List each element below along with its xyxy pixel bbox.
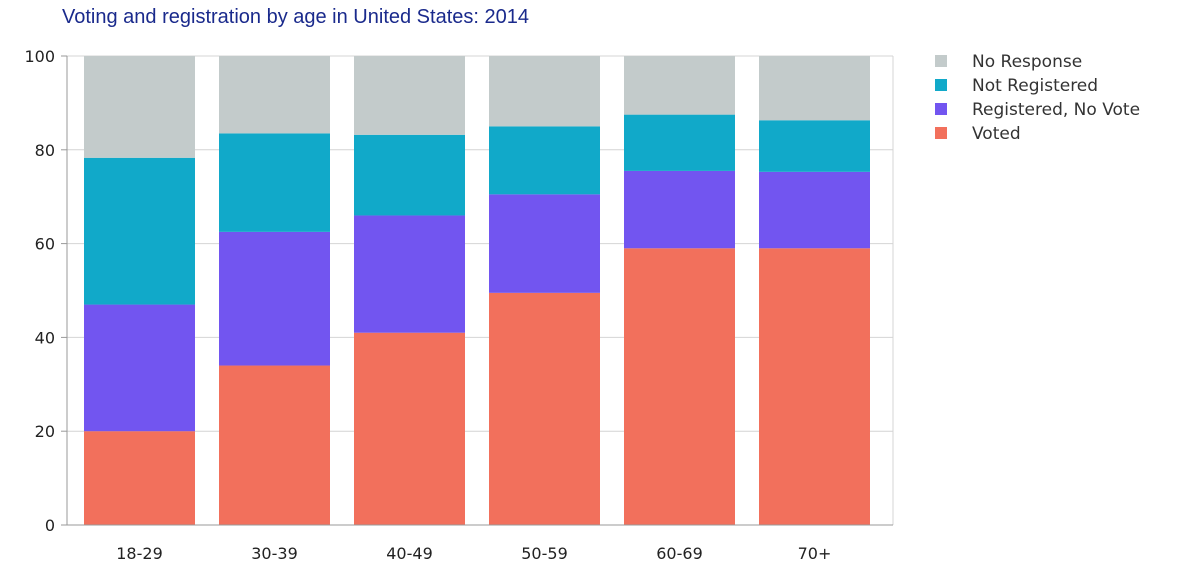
bar-no-response-30-39 <box>219 56 330 134</box>
bar-voted-50-59 <box>489 292 600 525</box>
y-tick-label: 80 <box>35 141 55 160</box>
legend: No Response Not Registered Registered, No … <box>935 52 1140 144</box>
chart-title: Voting and registration by age in United… <box>62 6 529 28</box>
bar-registered-no-vote-18-29 <box>84 304 195 432</box>
bar-voted-30-39 <box>219 365 330 525</box>
y-tick-label: 20 <box>35 422 55 441</box>
bar-no-response-50-59 <box>489 56 600 127</box>
bar-no-response-60-69 <box>624 56 735 115</box>
y-tick-label: 0 <box>45 516 55 535</box>
bar-registered-no-vote-30-39 <box>219 231 330 366</box>
x-tick-label: 50-59 <box>521 544 568 563</box>
bar-not-registered-60-69 <box>624 114 735 171</box>
bar-voted-70 <box>759 248 870 526</box>
x-tick-label: 18-29 <box>116 544 163 563</box>
bar-not-registered-50-59 <box>489 126 600 195</box>
bar-voted-40-49 <box>354 332 465 525</box>
bar-not-registered-30-39 <box>219 133 330 232</box>
bar-no-response-18-29 <box>84 56 195 158</box>
bar-voted-60-69 <box>624 248 735 526</box>
y-tick-label: 40 <box>35 328 55 347</box>
bar-not-registered-18-29 <box>84 157 195 305</box>
bar-registered-no-vote-60-69 <box>624 170 735 249</box>
bar-no-response-40-49 <box>354 56 465 135</box>
y-tick-label: 60 <box>35 235 55 254</box>
bar-registered-no-vote-50-59 <box>489 194 600 293</box>
legend-swatch-voted <box>935 127 947 139</box>
bars <box>84 56 870 526</box>
legend-label-registered-no-vote: Registered, No Vote <box>972 100 1140 120</box>
bar-registered-no-vote-40-49 <box>354 215 465 333</box>
legend-label-voted: Voted <box>972 124 1021 144</box>
legend-label-no-response: No Response <box>972 52 1082 72</box>
x-tick-label: 60-69 <box>656 544 703 563</box>
bar-voted-18-29 <box>84 431 195 525</box>
x-tick-label: 30-39 <box>251 544 298 563</box>
x-tick-label: 70+ <box>798 544 832 563</box>
legend-swatch-registered-no-vote <box>935 103 947 115</box>
legend-swatch-no-response <box>935 55 947 67</box>
axes: 0 20 40 60 80 100 18-29 30-39 40-49 50-59 60-69 70+ <box>24 47 893 563</box>
bar-not-registered-40-49 <box>354 134 465 216</box>
bar-no-response-70 <box>759 56 870 121</box>
x-tick-label: 40-49 <box>386 544 433 563</box>
y-tick-label: 100 <box>24 47 55 66</box>
bar-registered-no-vote-70 <box>759 171 870 249</box>
legend-swatch-not-registered <box>935 79 947 91</box>
legend-label-not-registered: Not Registered <box>972 76 1098 96</box>
bar-not-registered-70 <box>759 120 870 172</box>
